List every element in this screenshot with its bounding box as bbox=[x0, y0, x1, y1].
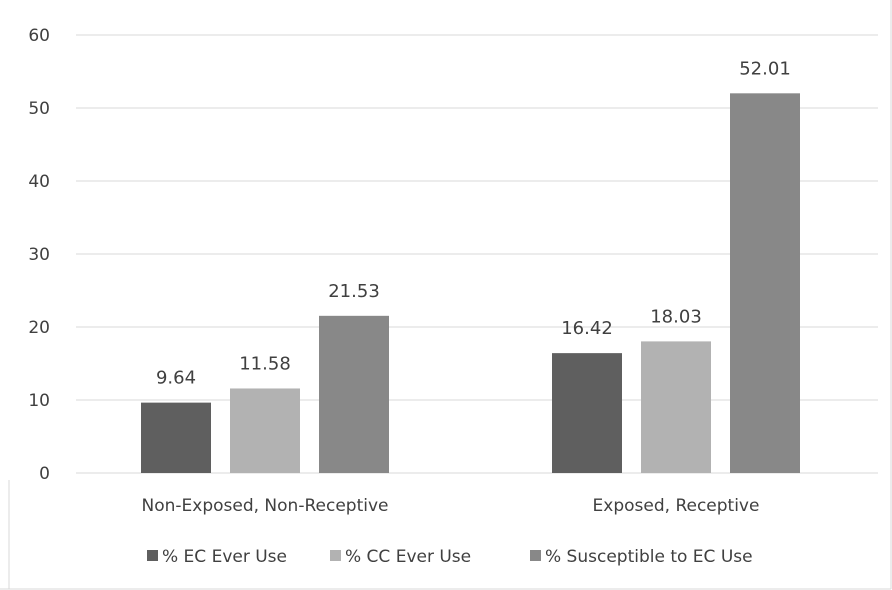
data-label: 18.03 bbox=[650, 306, 702, 327]
legend-label: % Susceptible to EC Use bbox=[545, 547, 753, 567]
y-tick-label: 0 bbox=[39, 464, 50, 484]
bar bbox=[730, 93, 800, 474]
bar bbox=[141, 402, 211, 473]
y-tick-label: 50 bbox=[28, 99, 50, 119]
y-tick-label: 40 bbox=[28, 172, 50, 192]
data-label: 16.42 bbox=[561, 318, 613, 339]
x-category-label: Exposed, Receptive bbox=[593, 496, 760, 516]
legend-label: % CC Ever Use bbox=[345, 547, 471, 567]
data-label: 9.64 bbox=[156, 368, 196, 389]
y-tick-label: 20 bbox=[28, 318, 50, 338]
y-tick-label: 30 bbox=[28, 245, 50, 265]
data-label: 11.58 bbox=[239, 353, 291, 374]
data-label: 21.53 bbox=[328, 281, 380, 302]
y-tick-label: 10 bbox=[28, 391, 50, 411]
y-tick-label: 60 bbox=[28, 26, 50, 46]
bar bbox=[230, 388, 300, 473]
legend-swatch bbox=[147, 550, 158, 561]
bar bbox=[319, 315, 389, 473]
x-category-label: Non-Exposed, Non-Receptive bbox=[142, 496, 389, 516]
bar bbox=[641, 341, 711, 473]
data-label: 52.01 bbox=[739, 58, 791, 79]
legend-swatch bbox=[530, 550, 541, 561]
legend-label: % EC Ever Use bbox=[162, 547, 287, 567]
bar bbox=[552, 353, 622, 473]
legend-swatch bbox=[330, 550, 341, 561]
